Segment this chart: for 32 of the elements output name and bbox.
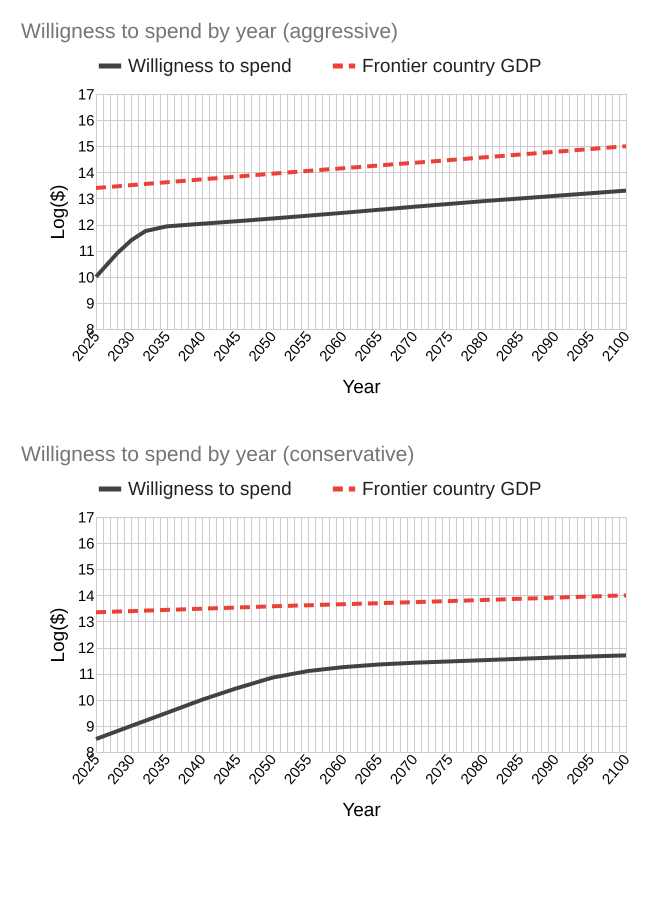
y-tick-label: 13 <box>78 190 94 208</box>
legend-label: Willigness to spend <box>128 479 292 500</box>
y-tick-label: 12 <box>78 217 94 234</box>
y-tick-label: 13 <box>78 614 94 631</box>
legend-label: Frontier country GDP <box>362 479 542 500</box>
y-tick-label: 14 <box>78 588 94 605</box>
y-tick-label: 17 <box>78 86 94 104</box>
line-series <box>94 144 628 190</box>
line-series <box>94 593 628 614</box>
legend-label: Willigness to spend <box>128 56 292 77</box>
line-series <box>94 188 628 279</box>
y-axis-title: Log($) <box>48 608 69 662</box>
y-tick-label: 12 <box>78 640 94 658</box>
x-axis-title: Year <box>342 377 382 398</box>
y-tick-label: 16 <box>78 536 94 553</box>
y-tick-label: 9 <box>86 718 94 736</box>
y-tick-label: 11 <box>78 243 94 260</box>
line-series <box>94 653 628 741</box>
legend-label: Frontier country GDP <box>362 56 542 77</box>
y-axis-title: Log($) <box>48 184 69 240</box>
y-tick-label: 11 <box>78 666 94 684</box>
y-tick-label: 17 <box>78 510 94 526</box>
x-axis-title: Year <box>342 800 382 822</box>
y-tick-label: 15 <box>78 138 94 156</box>
y-tick-label: 14 <box>78 164 94 182</box>
y-tick-label: 10 <box>78 692 94 710</box>
y-tick-label: 15 <box>78 562 94 579</box>
y-tick-label: 10 <box>78 269 94 286</box>
chart-title: Willigness to spend by year (conservative) <box>21 443 414 466</box>
y-tick-label: 16 <box>78 112 94 130</box>
y-tick-label: 9 <box>86 295 94 312</box>
chart-title: Willigness to spend by year (aggressive) <box>21 20 398 43</box>
